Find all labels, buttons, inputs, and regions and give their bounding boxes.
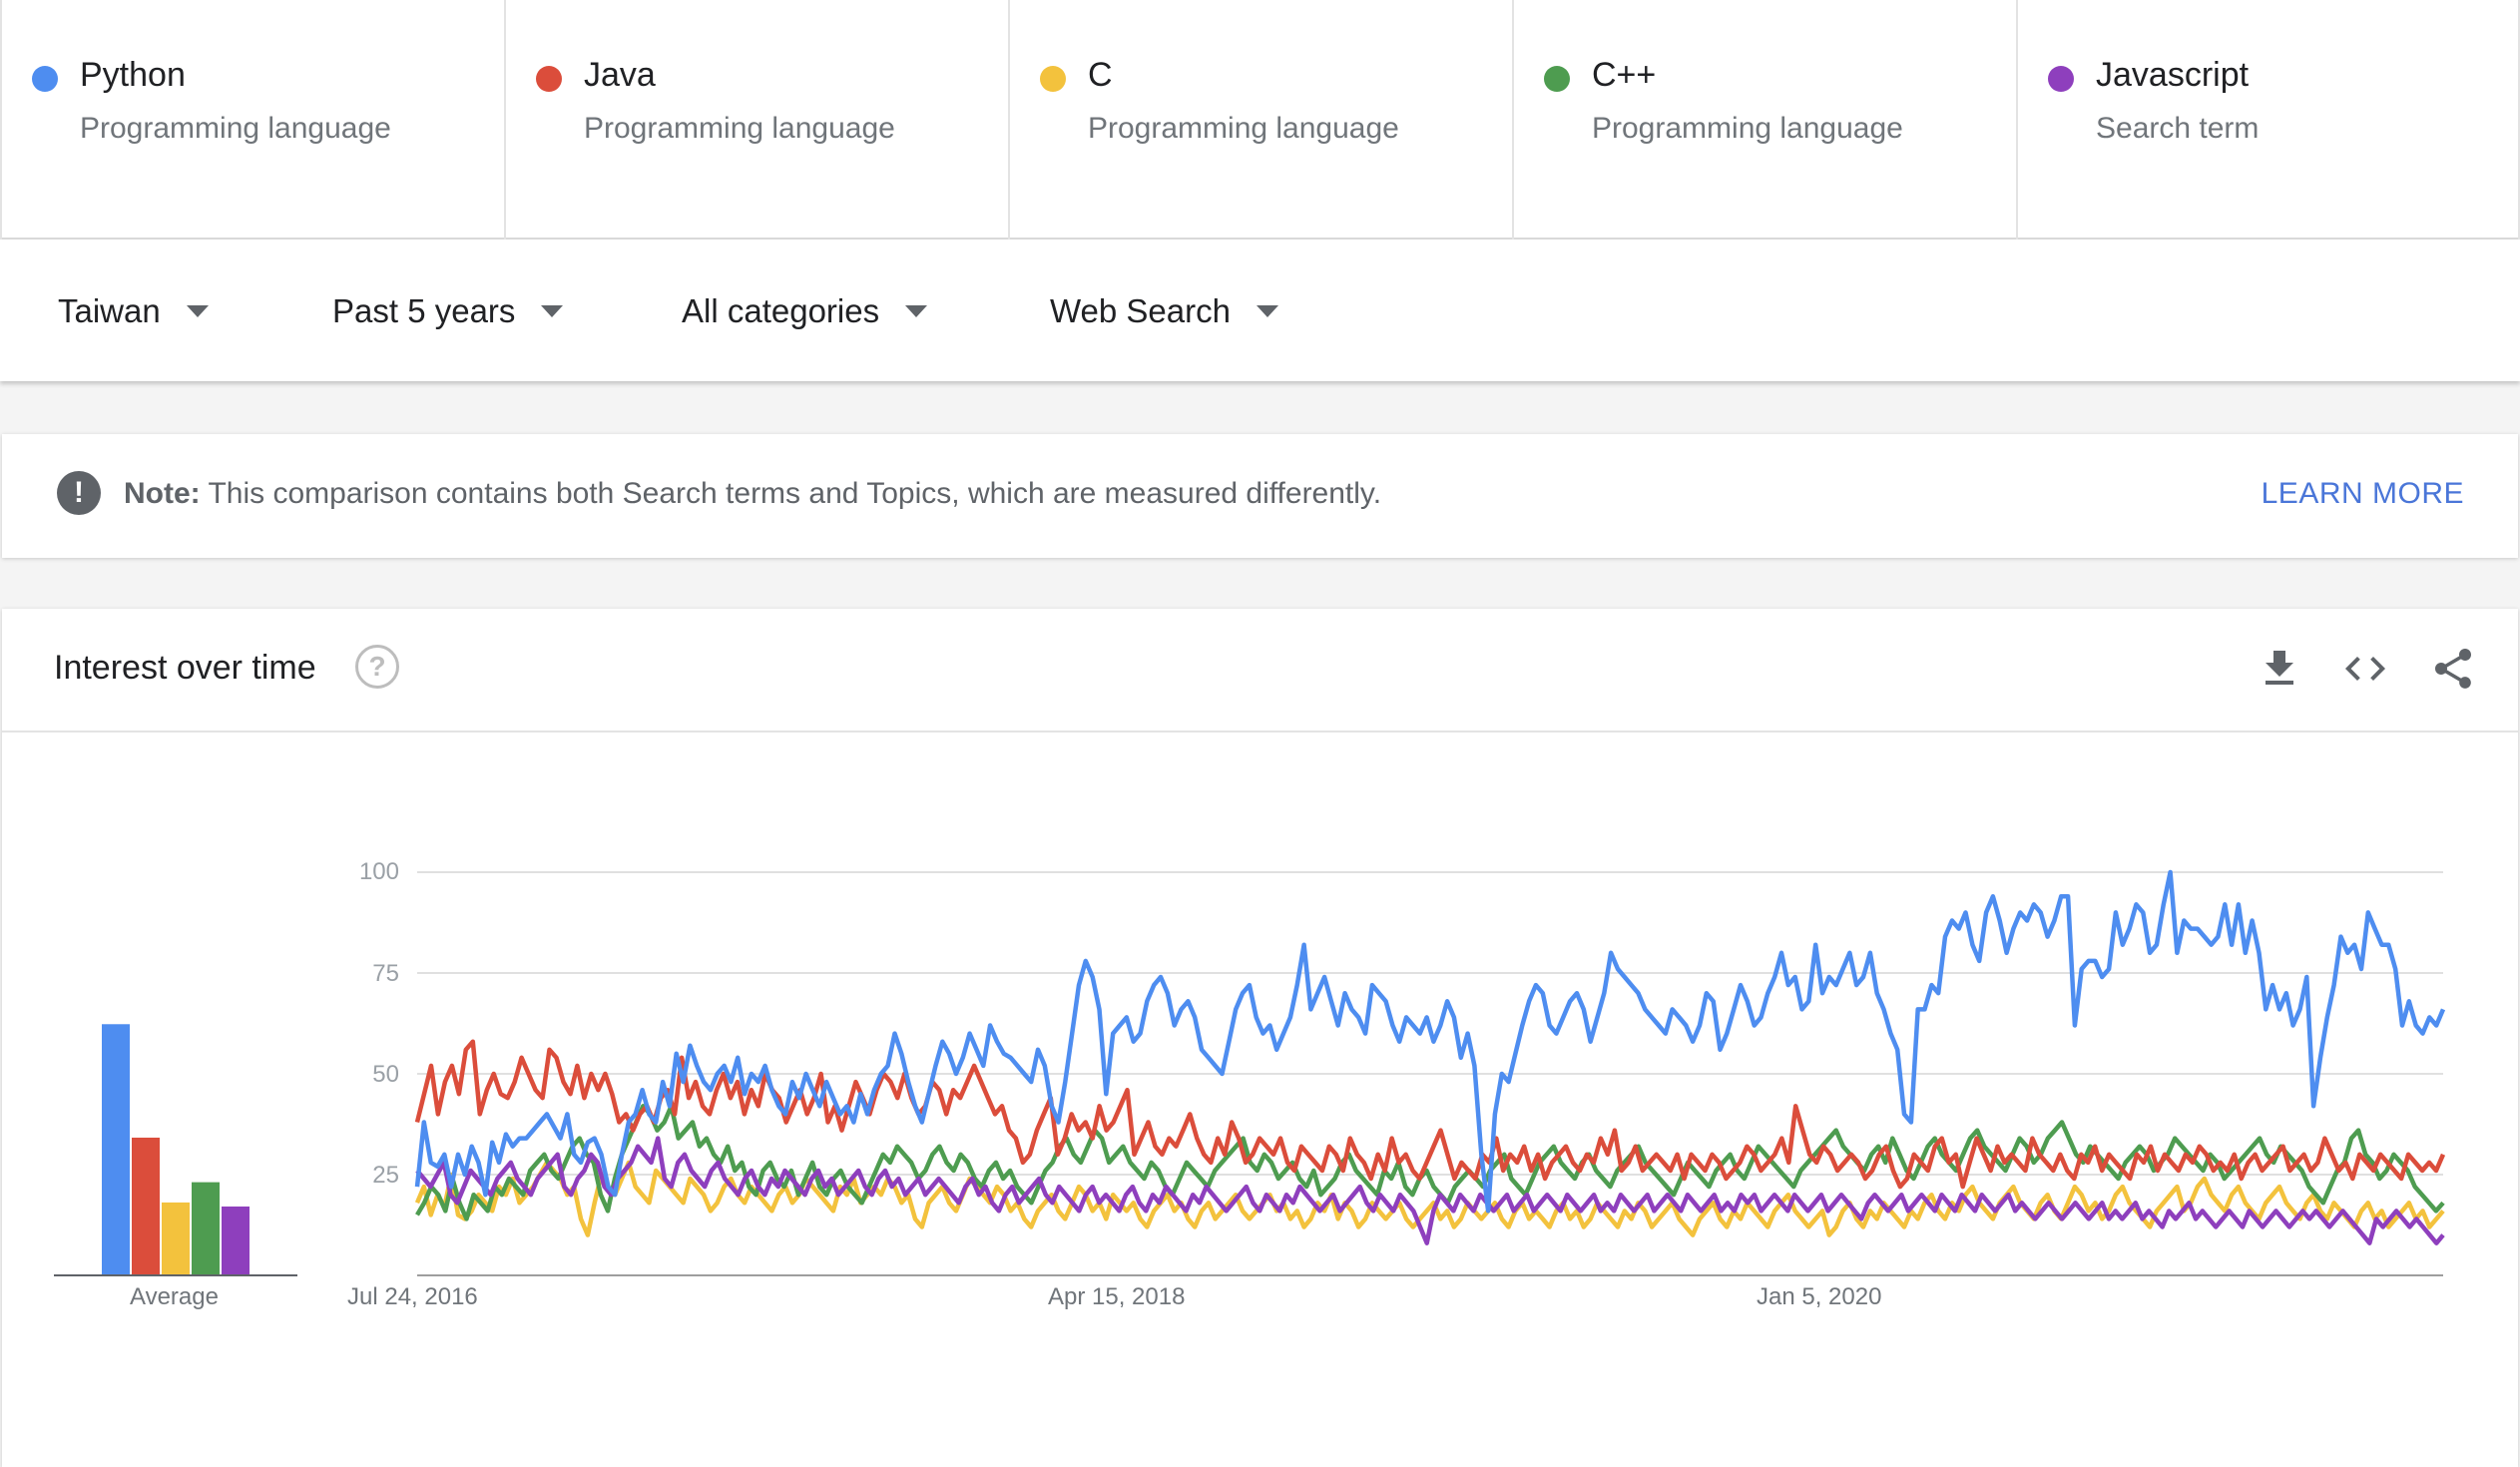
term-color-dot — [2048, 66, 2074, 92]
term-color-dot — [536, 66, 562, 92]
average-bar-javascript[interactable] — [222, 1206, 250, 1275]
average-label: Average — [130, 1283, 219, 1310]
series-line-java[interactable] — [414, 1039, 2446, 1190]
average-bar-c[interactable] — [162, 1202, 190, 1275]
term-type: Programming language — [1088, 112, 1399, 145]
y-tick-label: 50 — [372, 1061, 399, 1088]
x-tick-label: Jan 5, 2020 — [1757, 1283, 1882, 1310]
learn-more-link[interactable]: LEARN MORE — [2261, 477, 2464, 510]
y-tick-label: 100 — [358, 858, 399, 885]
average-bar-python[interactable] — [102, 1024, 130, 1275]
time-filter-label: Past 5 years — [332, 292, 516, 329]
average-bar-cpp[interactable] — [192, 1182, 220, 1275]
help-icon[interactable]: ? — [355, 645, 399, 689]
filter-bar: Taiwan Past 5 years All categories Web S… — [0, 240, 2520, 381]
term-color-dot — [1040, 66, 1066, 92]
note-message: This comparison contains both Search ter… — [208, 477, 1382, 510]
term-card-c[interactable]: C Programming language — [1008, 0, 1512, 240]
series-line-cpp[interactable] — [415, 1104, 2445, 1222]
term-type: Search term — [2096, 112, 2260, 145]
dropdown-arrow-icon — [905, 305, 928, 317]
term-color-dot — [1544, 66, 1570, 92]
chart-series-lines — [414, 869, 2446, 1245]
embed-icon[interactable] — [2341, 645, 2389, 693]
category-filter-label: All categories — [682, 292, 880, 329]
average-bar-java[interactable] — [132, 1137, 160, 1275]
region-filter-label: Taiwan — [58, 292, 161, 329]
card-title: Interest over time — [54, 649, 316, 687]
term-card-java[interactable]: Java Programming language — [504, 0, 1008, 240]
exclamation-icon: ! — [57, 471, 101, 515]
term-name[interactable]: C++ — [1592, 56, 1657, 94]
average-bar-chart — [54, 1024, 297, 1276]
term-card-javascript[interactable]: Javascript Search term — [2016, 0, 2520, 240]
term-type: Programming language — [584, 112, 895, 145]
series-line-javascript[interactable] — [415, 1136, 2445, 1245]
property-filter-dropdown[interactable]: Web Search — [1050, 289, 1278, 333]
term-type: Programming language — [1592, 112, 1903, 145]
dropdown-arrow-icon — [1256, 305, 1278, 317]
category-filter-dropdown[interactable]: All categories — [682, 289, 928, 333]
time-filter-dropdown[interactable]: Past 5 years — [332, 289, 564, 333]
interest-over-time-card: Interest over time ? — [2, 609, 2518, 1467]
dropdown-arrow-icon — [186, 305, 209, 317]
x-tick-label: Apr 15, 2018 — [1048, 1283, 1186, 1310]
download-icon[interactable] — [2256, 645, 2303, 693]
note-text: Note: This comparison contains both Sear… — [124, 477, 1381, 511]
term-color-dot — [32, 66, 58, 92]
x-tick-label: Jul 24, 2016 — [347, 1283, 478, 1310]
term-type: Programming language — [80, 112, 391, 145]
note-label: Note: — [124, 477, 201, 510]
share-icon[interactable] — [2429, 645, 2477, 693]
term-name[interactable]: Python — [80, 56, 186, 94]
region-filter-dropdown[interactable]: Taiwan — [58, 289, 209, 333]
y-tick-label: 25 — [372, 1162, 399, 1189]
y-tick-label: 75 — [372, 960, 399, 987]
card-header: Interest over time ? — [2, 609, 2518, 733]
series-line-python[interactable] — [414, 869, 2446, 1214]
term-card-python[interactable]: Python Programming language — [0, 0, 504, 240]
note-card — [2, 434, 2518, 558]
term-name[interactable]: C — [1088, 56, 1113, 94]
dropdown-arrow-icon — [541, 305, 564, 317]
compare-terms-bar: Python Programming language Java Program… — [0, 0, 2520, 240]
term-name[interactable]: Javascript — [2096, 56, 2250, 94]
term-name[interactable]: Java — [584, 56, 656, 94]
property-filter-label: Web Search — [1050, 292, 1231, 329]
term-card-cpp[interactable]: C++ Programming language — [1512, 0, 2016, 240]
